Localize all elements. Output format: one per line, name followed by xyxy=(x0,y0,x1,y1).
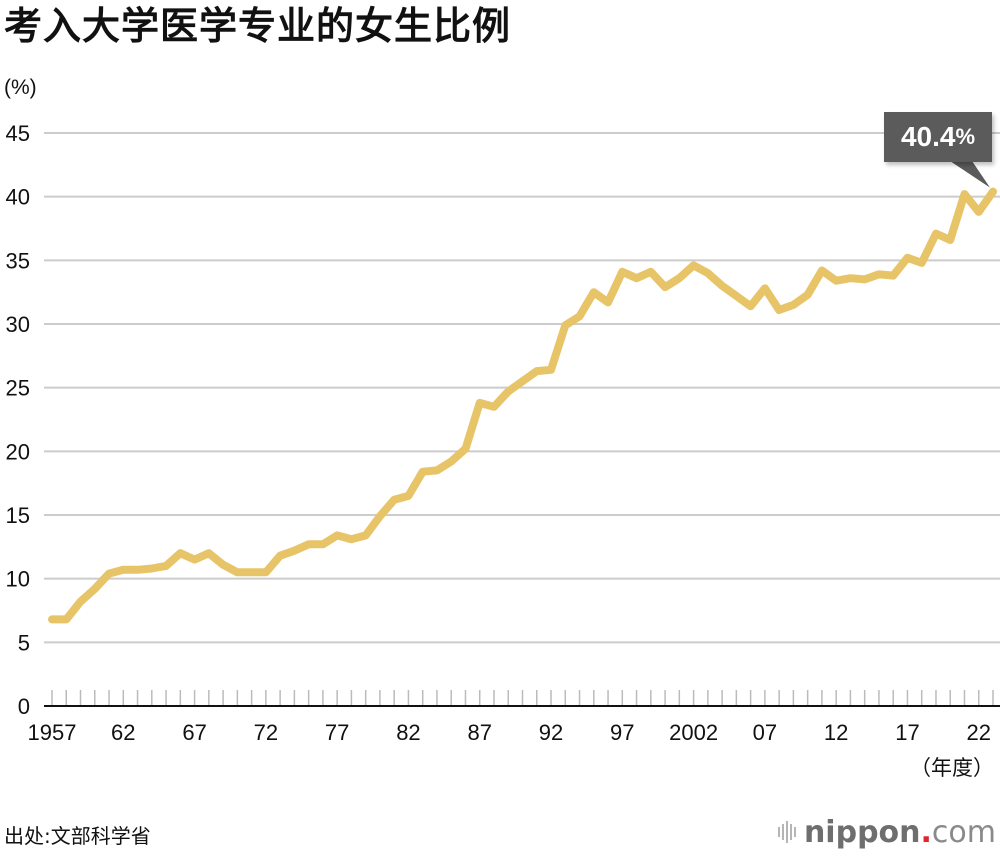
line-chart: 0 5 10 15 20 25 30 35 40 45 1957 62 67 72 77 82 87 92 97 20… xyxy=(6,121,1000,745)
x-tick-label: 07 xyxy=(753,720,777,745)
x-tick-label: 82 xyxy=(396,720,420,745)
x-tick-label: 17 xyxy=(895,720,919,745)
x-tick-label: 97 xyxy=(610,720,634,745)
y-tick-label: 10 xyxy=(6,567,30,592)
callout-suffix: % xyxy=(955,124,976,149)
chart-title: 考入大学医学专业的女生比例 xyxy=(4,4,512,48)
latest-value-callout: 40.4% xyxy=(884,112,992,162)
y-tick-label: 45 xyxy=(6,121,30,146)
x-tick-label: 2002 xyxy=(669,720,718,745)
callout-value: 40.4 xyxy=(900,121,956,152)
y-tick-label: 15 xyxy=(6,503,30,528)
x-axis-unit: （年度） xyxy=(910,756,994,780)
nippon-logo: nippon. com xyxy=(777,814,996,850)
callout-pointer xyxy=(950,161,990,188)
x-tick-label: 92 xyxy=(539,720,563,745)
y-tick-label: 40 xyxy=(6,185,30,210)
y-tick-label: 30 xyxy=(6,312,30,337)
y-tick-label: 5 xyxy=(18,630,30,655)
soundwave-icon xyxy=(777,821,796,843)
x-tick-label: 72 xyxy=(254,720,278,745)
logo-dot: . xyxy=(920,814,932,850)
y-tick-label: 20 xyxy=(6,439,30,464)
x-tick-label: 1957 xyxy=(28,720,77,745)
data-line xyxy=(48,187,997,624)
y-tick-label: 0 xyxy=(18,694,30,719)
logo-text: nippon xyxy=(803,814,921,850)
x-tick-label: 87 xyxy=(467,720,491,745)
y-axis-unit: (%) xyxy=(4,76,37,99)
x-tick-label: 12 xyxy=(824,720,848,745)
x-tick-label: 77 xyxy=(325,720,349,745)
logo-suffix: com xyxy=(931,814,996,850)
source-note: 出处:文部科学省 xyxy=(4,824,151,848)
y-tick-label: 25 xyxy=(6,376,30,401)
x-tick-label: 22 xyxy=(967,720,991,745)
y-tick-label: 35 xyxy=(6,248,30,273)
x-tick-label: 67 xyxy=(182,720,206,745)
x-tick-label: 62 xyxy=(111,720,135,745)
